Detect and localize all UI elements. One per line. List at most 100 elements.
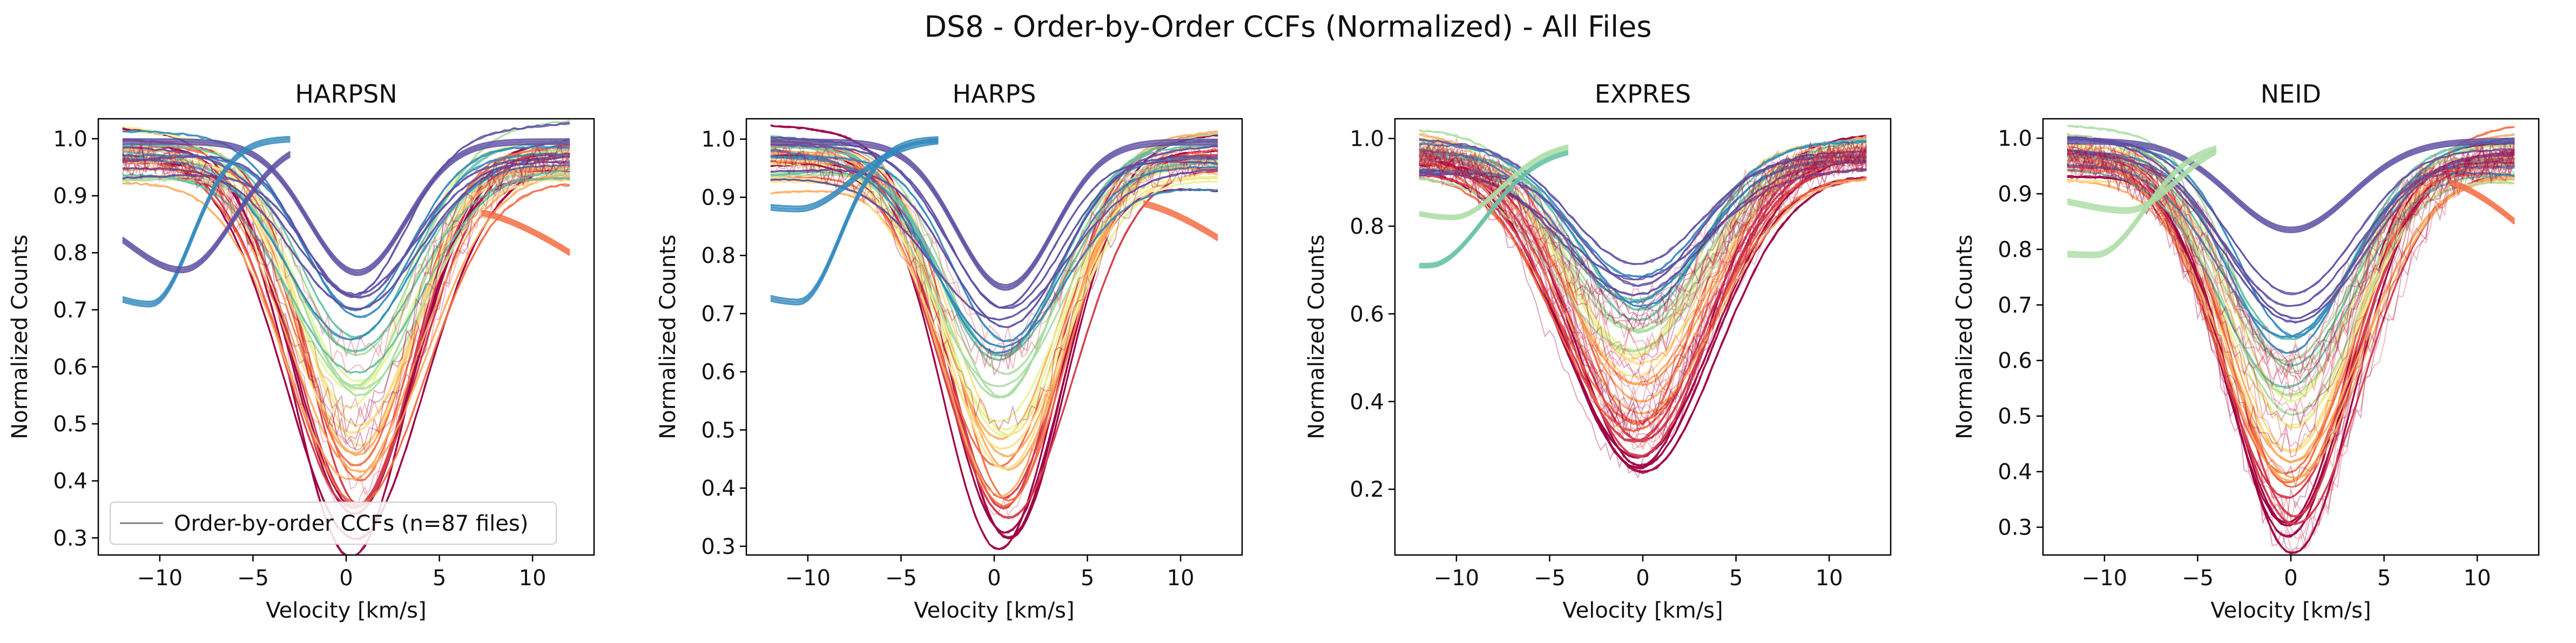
ccf-line — [2067, 143, 2515, 484]
legend-box — [110, 502, 557, 545]
ccf-special-line — [122, 151, 291, 269]
panel-title: NEID — [2261, 79, 2321, 109]
y-tick-label: 0.8 — [1998, 238, 2032, 262]
ccf-line — [122, 154, 570, 299]
ccf-special-line — [122, 153, 291, 271]
x-tick-label: 10 — [2464, 566, 2491, 591]
ccf-file-line — [2066, 154, 2516, 543]
x-tick-label: −10 — [785, 566, 831, 591]
y-tick-label: 0.3 — [53, 526, 87, 551]
y-tick-label: 0.4 — [1350, 390, 1384, 415]
x-tick-label: 0 — [339, 566, 353, 591]
ccf-line — [770, 160, 1218, 399]
x-tick-label: 10 — [1167, 566, 1195, 591]
x-tick-label: 10 — [1816, 566, 1843, 591]
ccf-line — [122, 147, 570, 397]
ccf-file-line — [1419, 140, 1867, 479]
ccf-special-line — [1143, 205, 1219, 241]
ccf-file-line — [1419, 144, 1867, 442]
ccf-file-line — [1419, 137, 1867, 313]
ccf-file-line — [1419, 139, 1867, 397]
ccf-line — [770, 137, 1218, 375]
y-tick-label: 0.6 — [1998, 349, 2032, 374]
ccf-file-line — [2067, 140, 2515, 418]
panel-harps: −10 −5 0 5 10 0.3 0.4 0.5 0.6 0.7 0.8 0.9 1.0 HARPS Ve… — [656, 79, 1243, 623]
ccf-line — [122, 172, 570, 387]
ccf-file-line — [122, 140, 570, 443]
ccf-line — [122, 143, 570, 434]
ccf-line — [1419, 152, 1867, 423]
ccf-line — [770, 162, 1218, 422]
x-tick-label: 0 — [1636, 566, 1649, 591]
ccf-line — [770, 150, 1218, 348]
ccf-file-line — [1419, 143, 1867, 434]
ccf-line — [770, 172, 1218, 450]
ccf-file-line — [1418, 138, 1867, 412]
ccf-file-line — [1419, 140, 1867, 389]
ccf-special-line — [770, 140, 939, 211]
y-tick-label: 0.3 — [701, 534, 736, 559]
ccf-line — [770, 144, 1218, 309]
ccf-line — [2067, 168, 2515, 389]
ccf-file-line — [2067, 146, 2515, 427]
series-group — [770, 124, 1219, 550]
ccf-line — [2067, 157, 2515, 463]
ccf-file-line — [770, 143, 1218, 517]
legend-label: Order-by-order CCFs (n=87 files) — [174, 511, 528, 536]
ccf-file-line — [1419, 143, 1867, 435]
ccf-file-line — [2067, 140, 2515, 366]
ccf-file-line — [122, 149, 570, 453]
series-group — [2066, 124, 2516, 555]
x-tick-label: −5 — [237, 566, 269, 591]
ccf-file-line — [1418, 145, 1867, 335]
ccf-line — [770, 143, 1218, 437]
ccf-line — [770, 141, 1218, 387]
ccf-line — [2067, 137, 2515, 339]
ccf-special-line — [1419, 144, 1569, 217]
ccf-file-line — [122, 145, 571, 516]
ccf-file-line — [122, 144, 570, 432]
ccf-file-line — [1419, 143, 1867, 450]
y-tick-label: 1.0 — [701, 127, 736, 152]
ccf-file-line — [2066, 139, 2516, 552]
y-tick-label: 0.8 — [53, 241, 87, 266]
x-axis-label: Velocity [km/s] — [914, 598, 1074, 623]
ccf-special-line — [481, 212, 571, 254]
y-tick-label: 0.9 — [701, 185, 736, 210]
ccf-line — [2067, 136, 2515, 341]
ccf-line — [122, 150, 570, 354]
ccf-file-line — [770, 148, 1218, 431]
ccf-line — [122, 155, 570, 310]
x-axis-label: Velocity [km/s] — [266, 598, 426, 623]
x-tick-label: 5 — [433, 566, 446, 591]
ccf-file-line — [770, 146, 1219, 369]
ccf-line — [1419, 150, 1867, 333]
panel-expres: −10 −5 0 5 10 0.2 0.4 0.6 0.8 1.0 EXPRES Velocity [… — [1304, 79, 1892, 623]
ccf-file-line — [2066, 144, 2516, 381]
ccf-file-line — [2066, 146, 2515, 521]
ccf-special-line — [2449, 179, 2516, 220]
y-tick-label: 0.7 — [701, 302, 736, 327]
ccf-file-line — [2066, 138, 2515, 380]
ccf-file-line — [122, 146, 571, 421]
ccf-line — [2067, 136, 2515, 307]
ccf-file-line — [2067, 143, 2516, 449]
ccf-file-line — [2067, 141, 2515, 361]
ccf-file-line — [122, 141, 570, 451]
ccf-file-line — [2067, 139, 2516, 383]
ccf-file-line — [2067, 146, 2515, 526]
ccf-special-line — [2067, 150, 2217, 259]
ccf-line — [2067, 144, 2515, 426]
x-axis-label: Velocity [km/s] — [2210, 598, 2371, 623]
ccf-file-line — [2067, 151, 2515, 387]
ccf-file-line — [770, 143, 1219, 356]
ccf-file-line — [2066, 141, 2516, 539]
ccf-file-line — [2066, 146, 2515, 458]
ccf-file-line — [1418, 144, 1867, 384]
panel-neid: −10 −5 0 5 10 0.3 0.4 0.5 0.6 0.7 0.8 0.9 1.0 NEID Vel… — [1952, 79, 2540, 623]
y-tick-label: 0.6 — [53, 355, 87, 380]
ccf-special-line — [770, 143, 1218, 291]
ccf-file-line — [1419, 141, 1867, 329]
ccf-file-line — [770, 147, 1218, 361]
series-group — [1418, 129, 1867, 479]
